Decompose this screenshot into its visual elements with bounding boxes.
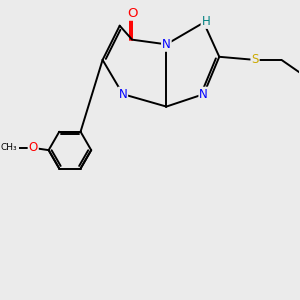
Text: H: H (202, 15, 210, 28)
Text: O: O (28, 141, 38, 154)
Text: N: N (118, 88, 127, 100)
Text: S: S (251, 53, 259, 66)
Text: N: N (199, 88, 208, 100)
Text: O: O (127, 7, 137, 20)
Text: CH₃: CH₃ (0, 143, 17, 152)
Text: N: N (162, 38, 171, 51)
